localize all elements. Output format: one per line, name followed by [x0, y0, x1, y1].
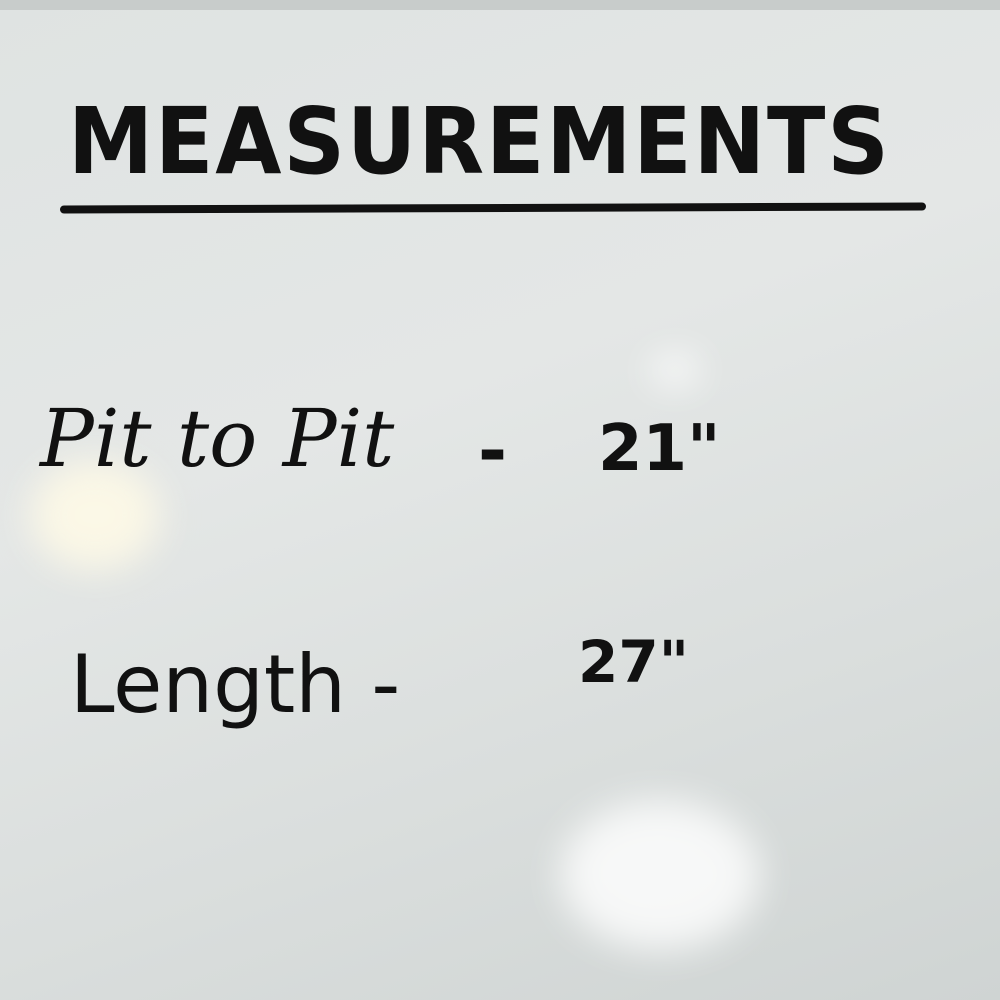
light-reflection [30, 460, 160, 570]
pit-to-pit-dash: - [478, 410, 508, 492]
pit-to-pit-label: Pit to Pit [40, 392, 395, 485]
pit-to-pit-value: 21" [598, 412, 721, 486]
window-reflection [560, 800, 760, 950]
title-underline [59, 202, 927, 214]
length-value: 27" [578, 628, 689, 696]
whiteboard-frame [0, 0, 1000, 10]
board-title: MEASUREMENTS [68, 88, 891, 195]
light-reflection [650, 355, 700, 385]
length-label: Length - [70, 638, 401, 731]
